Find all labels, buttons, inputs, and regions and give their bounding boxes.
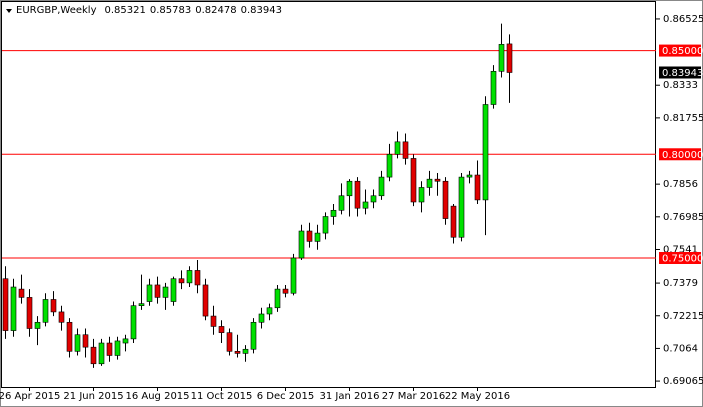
y-tick-label: 0.8333 (663, 80, 698, 91)
candle-body (442, 180, 449, 219)
candle-body (250, 321, 257, 350)
candle-body (162, 286, 169, 298)
candle-body (202, 284, 209, 317)
candle-body (10, 286, 17, 331)
candle-body (34, 321, 41, 329)
candle-body (498, 44, 505, 72)
level-label-box (659, 148, 701, 161)
candle-body (450, 205, 457, 238)
candle-body (474, 174, 481, 201)
candle-body (234, 351, 241, 354)
candle-body (258, 313, 265, 323)
candle-body (426, 178, 433, 188)
candle-body (290, 257, 297, 294)
candle-body (378, 176, 385, 197)
candle-body (346, 180, 353, 197)
candle-body (146, 284, 153, 302)
candle-body (282, 288, 289, 294)
candle-body (226, 332, 233, 352)
candle-body (402, 141, 409, 159)
candle-body (338, 195, 345, 211)
y-tick-label: 0.7541 (663, 244, 698, 255)
candle-body (418, 187, 425, 203)
candle-body (298, 230, 305, 259)
candle-body (218, 326, 225, 333)
candle-body (50, 299, 57, 313)
x-tick-label: 31 Jan 2016 (320, 391, 380, 402)
candle-body (322, 216, 329, 234)
candle-body (106, 342, 113, 356)
menu-icon (6, 9, 12, 13)
y-tick-label: 0.72215 (663, 311, 703, 322)
candle-body (66, 321, 73, 352)
chart-title: EURGBP,Weekly (16, 5, 97, 16)
candle-body (90, 346, 97, 365)
candle-body (130, 305, 137, 340)
candle-body (434, 178, 441, 182)
candle-body (506, 43, 513, 73)
candle-body (490, 71, 497, 105)
level-label-box (659, 251, 701, 264)
candle-body (362, 201, 369, 209)
x-tick-label: 26 Apr 2015 (0, 391, 60, 402)
level-label: 0.75000 (662, 253, 703, 264)
y-tick-label: 0.7856 (663, 179, 698, 190)
plot-frame (1, 1, 656, 388)
candle-body (58, 311, 65, 323)
candle-body (98, 342, 105, 365)
candle-body (354, 180, 361, 209)
candle-body (314, 232, 321, 242)
level-label: 0.80000 (662, 150, 703, 161)
candle-body (458, 176, 465, 238)
candle-body (482, 104, 489, 201)
candle-body (194, 270, 201, 286)
x-tick-label: 11 Oct 2015 (191, 391, 253, 402)
candle-body (186, 270, 193, 284)
candle-body (394, 141, 401, 155)
candle-body (178, 278, 185, 284)
price-label-box (659, 66, 701, 79)
candle-body (74, 334, 81, 352)
candle-body (306, 230, 313, 242)
y-tick-label: 0.69065 (663, 376, 703, 387)
candle-body (26, 297, 33, 329)
price-label: 0.83943 (662, 68, 703, 79)
y-tick-label: 0.76985 (663, 212, 703, 223)
candle-body (2, 278, 9, 331)
candle-body (410, 158, 417, 203)
y-tick-label: 0.86525 (663, 14, 703, 25)
x-tick-label: 21 Jun 2015 (63, 391, 123, 402)
x-tick-label: 27 Mar 2016 (382, 391, 445, 402)
candle-body (370, 195, 377, 203)
candle-body (122, 338, 129, 344)
candle-body (114, 340, 121, 356)
candle-body (138, 303, 145, 306)
candle-body (274, 288, 281, 309)
candle-body (242, 348, 249, 354)
header-value: 0.85321 (105, 5, 146, 16)
candle-body (82, 334, 89, 348)
header-value: 0.82478 (195, 5, 236, 16)
candle-body (18, 288, 25, 298)
level-label: 0.85000 (662, 46, 703, 57)
x-tick-label: 16 Aug 2015 (125, 391, 189, 402)
candle-body (330, 209, 337, 217)
candle-body (466, 174, 473, 178)
candle-body (42, 299, 49, 323)
candle-body (170, 278, 177, 302)
candle-body (386, 153, 393, 178)
candle-body (266, 307, 273, 315)
level-label-box (659, 44, 701, 57)
header-value: 0.83943 (241, 5, 282, 16)
y-tick-label: 0.7064 (663, 343, 698, 354)
y-tick-label: 0.7379 (663, 278, 698, 289)
x-tick-label: 6 Dec 2015 (257, 391, 315, 402)
candle-body (210, 315, 217, 327)
header-value: 0.85783 (150, 5, 191, 16)
y-tick-label: 0.81755 (663, 113, 703, 124)
x-tick-label: 22 May 2016 (445, 391, 510, 402)
candle-body (154, 284, 161, 298)
